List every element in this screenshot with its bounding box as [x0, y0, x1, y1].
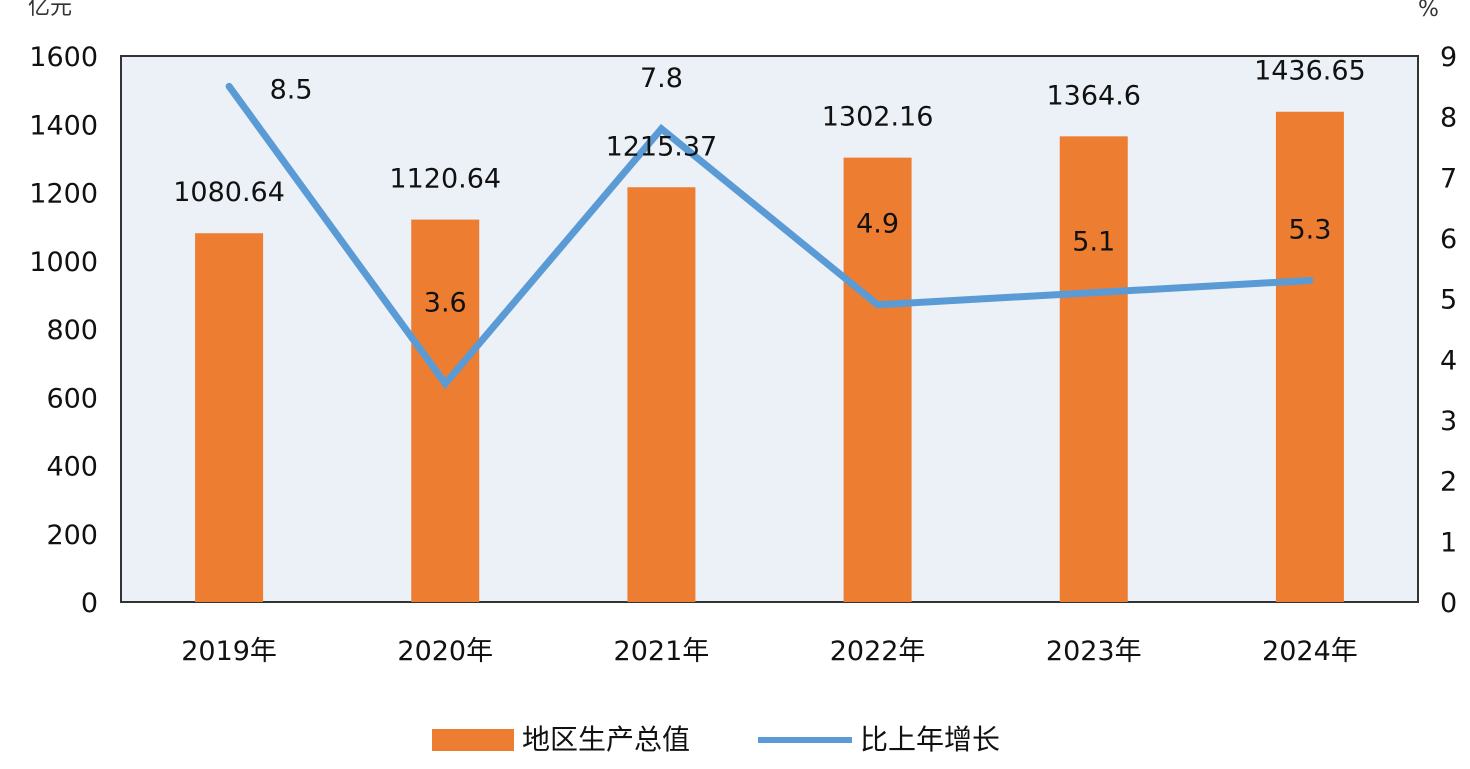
bar	[1275, 111, 1344, 602]
bar	[411, 219, 480, 602]
line-value-label: 5.1	[1072, 227, 1115, 258]
legend: 地区生产总值 比上年增长	[432, 723, 1000, 756]
line-point	[225, 82, 233, 90]
y-right-tick-label: 6	[1440, 224, 1457, 255]
x-tick-label: 2024年	[1262, 636, 1358, 667]
bar-value-label: 1302.16	[822, 102, 934, 133]
y-left-axis-ticks: 0 200 400 600 800 1000 1200 1400 1600	[29, 42, 98, 619]
y-left-tick-label: 1200	[29, 179, 98, 210]
plot-area	[120, 55, 1419, 603]
x-tick-label: 2020年	[397, 636, 493, 667]
y-left-tick-label: 0	[81, 588, 98, 619]
growth-line	[226, 84, 1311, 390]
line-point	[1306, 276, 1314, 284]
bar-value-label: 1436.65	[1254, 56, 1366, 87]
y-right-tick-label: 3	[1440, 406, 1457, 437]
y-left-tick-label: 1400	[29, 110, 98, 141]
line-point	[441, 380, 449, 388]
y-left-tick-label: 400	[46, 452, 98, 483]
bar-value-label: 1120.64	[389, 164, 501, 195]
legend-label-line: 比上年增长	[860, 723, 1000, 756]
y-right-tick-label: 2	[1440, 467, 1457, 498]
y-right-unit: %	[1418, 0, 1439, 22]
y-left-unit: 亿元	[28, 0, 72, 20]
y-right-tick-label: 7	[1440, 163, 1457, 194]
line-value-label: 8.5	[270, 74, 313, 105]
y-left-tick-label: 1000	[29, 247, 98, 278]
bar-series	[195, 111, 1344, 603]
bar	[1059, 136, 1128, 602]
y-right-tick-label: 1	[1440, 527, 1457, 558]
legend-label-bar: 地区生产总值	[522, 723, 690, 756]
y-right-tick-label: 9	[1440, 42, 1457, 73]
y-right-axis-ticks: 0 1 2 3 4 5 6 7 8 9	[1440, 42, 1457, 619]
line-point	[874, 301, 882, 309]
legend-swatch-bar	[432, 729, 514, 751]
line-value-label: 5.3	[1288, 214, 1331, 245]
line-series	[225, 82, 1314, 390]
y-left-tick-label: 200	[46, 520, 98, 551]
y-left-tick-label: 600	[46, 383, 98, 414]
y-right-tick-label: 8	[1440, 103, 1457, 134]
y-left-tick-label: 800	[46, 315, 98, 346]
x-tick-label: 2019年	[181, 636, 277, 667]
x-axis-ticks: 2019年 2020年 2021年 2022年 2023年 2024年	[181, 636, 1358, 667]
x-tick-label: 2023年	[1046, 636, 1142, 667]
bar	[843, 157, 912, 603]
line-value-label: 4.9	[856, 209, 899, 240]
bar-value-label: 1080.64	[173, 177, 285, 208]
bar	[195, 233, 264, 602]
line-value-label: 7.8	[640, 63, 683, 94]
bar	[627, 187, 696, 602]
bar-value-label: 1215.37	[606, 131, 718, 162]
line-point	[1090, 289, 1098, 297]
y-right-tick-label: 5	[1440, 285, 1457, 316]
y-right-tick-label: 4	[1440, 345, 1457, 376]
line-value-label: 3.6	[424, 288, 467, 319]
y-right-tick-label: 0	[1440, 588, 1457, 619]
x-tick-label: 2022年	[830, 636, 926, 667]
data-labels: 1080.64 1120.64 1215.37 1302.16 1364.6 1436.6…	[173, 56, 1365, 319]
bar-value-label: 1364.6	[1047, 80, 1141, 111]
x-tick-label: 2021年	[614, 636, 710, 667]
y-left-tick-label: 1600	[29, 42, 98, 73]
line-point	[657, 125, 665, 133]
